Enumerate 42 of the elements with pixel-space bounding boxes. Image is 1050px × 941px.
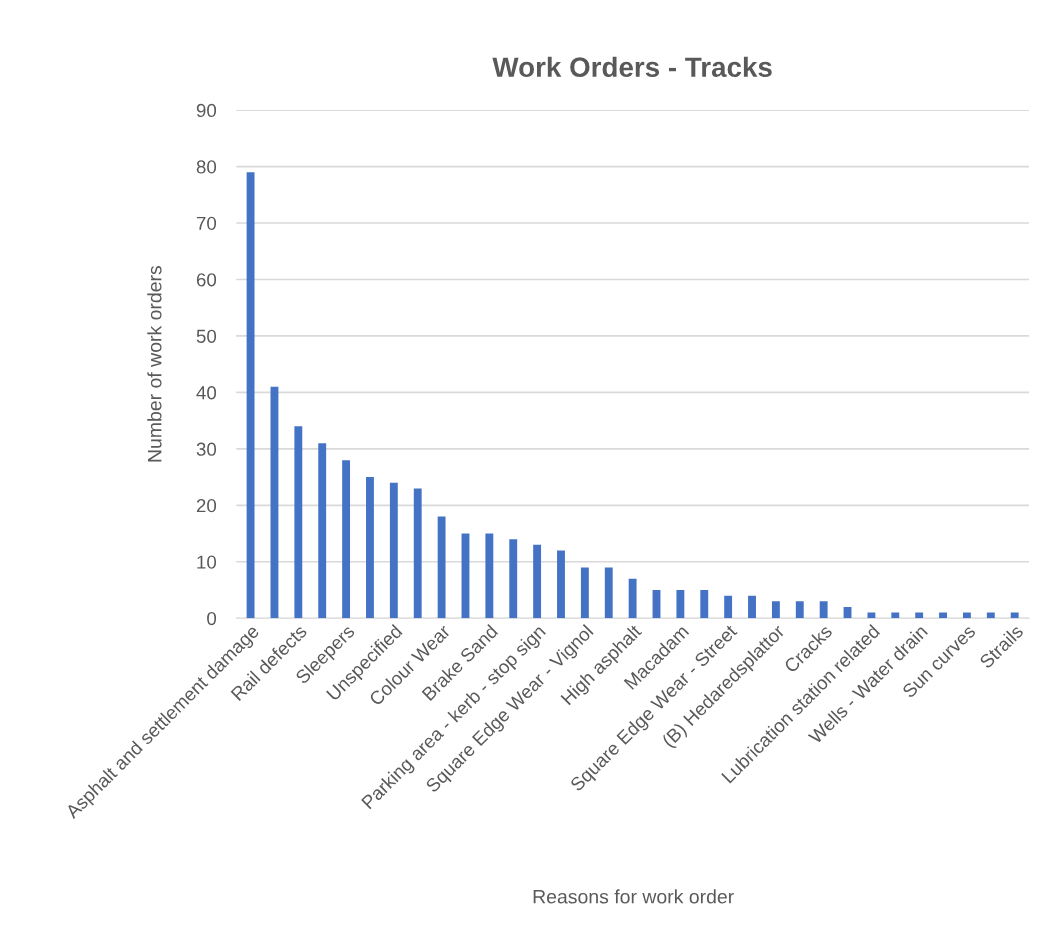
bar xyxy=(891,612,900,619)
y-tick-label: 0 xyxy=(207,611,217,626)
y-tick-label: 80 xyxy=(196,160,217,174)
bar xyxy=(413,488,422,619)
bar xyxy=(962,612,971,619)
bar xyxy=(509,539,518,619)
bar xyxy=(795,601,804,619)
y-tick-label: 20 xyxy=(196,499,217,513)
bar xyxy=(366,477,374,619)
bar xyxy=(700,590,709,619)
bar xyxy=(819,601,828,619)
y-tick-label: 30 xyxy=(196,442,217,456)
bar xyxy=(342,460,351,619)
bar xyxy=(939,612,947,619)
y-tick-label: 60 xyxy=(196,273,217,287)
bar xyxy=(676,590,685,619)
bar xyxy=(604,567,613,619)
bar xyxy=(246,172,255,619)
bar xyxy=(437,516,446,619)
bar xyxy=(1010,612,1019,619)
bar xyxy=(986,612,995,619)
bar xyxy=(557,550,565,619)
bar xyxy=(580,567,589,619)
bar xyxy=(748,595,756,619)
x-axis-title: Reasons for work order xyxy=(533,889,734,904)
y-tick-label: 10 xyxy=(197,555,217,569)
y-tick-label: 90 xyxy=(196,103,217,118)
y-axis-title: Number of work orders xyxy=(147,265,162,462)
bar xyxy=(485,533,494,619)
bar xyxy=(628,578,637,619)
bar xyxy=(294,426,303,619)
bar xyxy=(533,544,542,619)
chart-title: Work Orders - Tracks xyxy=(492,56,772,78)
y-tick-label: 70 xyxy=(196,216,217,230)
y-tick-label: 40 xyxy=(196,386,217,400)
bar xyxy=(318,443,327,619)
bar xyxy=(771,601,780,619)
bar xyxy=(867,612,876,619)
y-tick-label: 50 xyxy=(196,329,217,343)
bar xyxy=(724,595,733,619)
bar xyxy=(389,482,398,619)
bar xyxy=(915,612,924,619)
